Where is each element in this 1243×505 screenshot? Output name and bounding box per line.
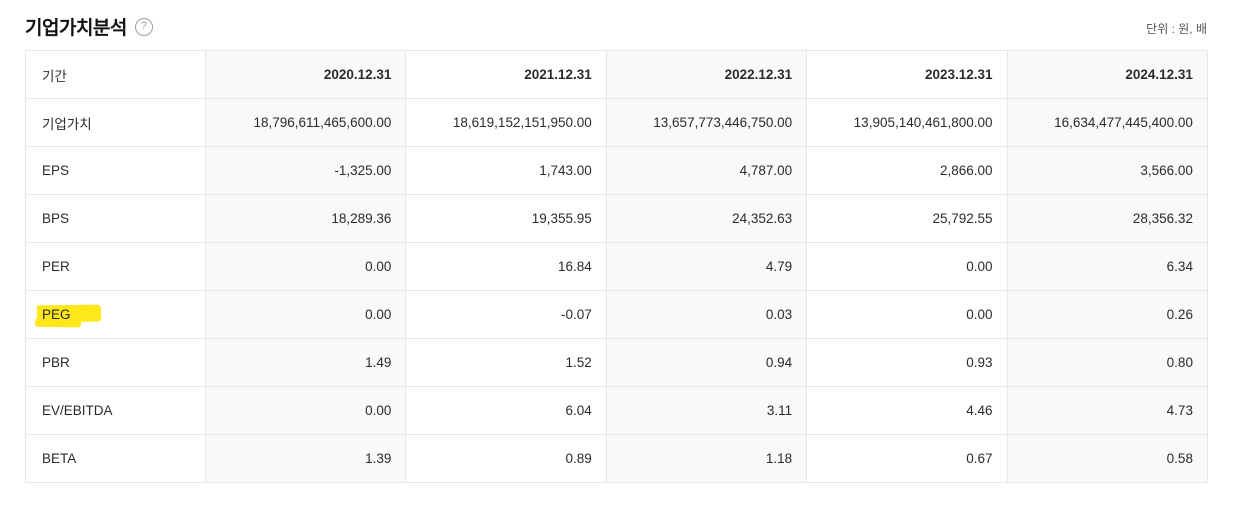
value-cell: 6.04 <box>405 386 607 435</box>
row-label: BPS <box>42 211 70 226</box>
value-cell: 0.00 <box>204 386 407 435</box>
date-column-header: 2021.12.31 <box>405 50 607 99</box>
row-label-cell: BETA <box>25 434 206 483</box>
row-label-wrap: PEG <box>36 304 102 323</box>
table-row: PER 0.00 16.84 4.79 0.00 6.34 <box>25 242 1208 291</box>
value-cell: 1.18 <box>605 434 808 483</box>
value-cell: 6.34 <box>1006 242 1208 291</box>
section-header: 기업가치분석 ? 단위 : 원, 배 <box>0 0 1243 48</box>
value-cell: 0.58 <box>1006 434 1208 483</box>
row-label-wrap: PBR <box>42 355 70 370</box>
value-cell: 0.00 <box>204 290 407 339</box>
table-row: BETA 1.39 0.89 1.18 0.67 0.58 <box>25 434 1208 483</box>
value-cell: 28,356.32 <box>1006 194 1208 243</box>
value-cell: 16,634,477,445,400.00 <box>1006 98 1208 147</box>
row-label-wrap: BPS <box>42 211 69 226</box>
row-label-cell: 기업가치 <box>25 98 206 147</box>
value-cell: 0.26 <box>1006 290 1208 339</box>
table-row: PEG 0.00 -0.07 0.03 0.00 0.26 <box>25 290 1208 339</box>
row-label-wrap: BETA <box>42 451 76 466</box>
valuation-table: 기간 2020.12.31 2021.12.31 2022.12.31 2023.12.… <box>25 50 1208 483</box>
value-cell: 4.79 <box>605 242 808 291</box>
table-header-row: 기간 2020.12.31 2021.12.31 2022.12.31 2023.12.… <box>25 50 1208 99</box>
table-row: EV/EBITDA 0.00 6.04 3.11 4.46 4.73 <box>25 386 1208 435</box>
row-label-cell: EV/EBITDA <box>25 386 206 435</box>
value-cell: 0.94 <box>605 338 808 387</box>
row-label-cell: BPS <box>25 194 206 243</box>
value-cell: 0.93 <box>806 338 1008 387</box>
help-question-circle-icon[interactable]: ? <box>134 17 153 36</box>
value-cell: 18,289.36 <box>204 194 407 243</box>
value-cell: 24,352.63 <box>605 194 808 243</box>
row-label-cell: PER <box>25 242 206 291</box>
value-cell: 3,566.00 <box>1006 146 1208 195</box>
period-column-header: 기간 <box>25 50 206 99</box>
value-cell: -0.07 <box>405 290 607 339</box>
row-label: PEG <box>42 307 71 322</box>
date-column-header: 2023.12.31 <box>806 50 1008 99</box>
row-label: PER <box>42 259 70 274</box>
row-label-cell: PEG <box>25 290 206 339</box>
value-cell: 25,792.55 <box>806 194 1008 243</box>
value-cell: 19,355.95 <box>405 194 607 243</box>
value-cell: 1.49 <box>204 338 407 387</box>
value-cell: 1,743.00 <box>405 146 607 195</box>
value-cell: 3.11 <box>605 386 808 435</box>
table-row: EPS -1,325.00 1,743.00 4,787.00 2,866.00 3,56… <box>25 146 1208 195</box>
value-cell: 1.52 <box>405 338 607 387</box>
date-column-header: 2020.12.31 <box>204 50 407 99</box>
value-cell: 0.80 <box>1006 338 1208 387</box>
table-row: BPS 18,289.36 19,355.95 24,352.63 25,792.55 2… <box>25 194 1208 243</box>
row-label: 기업가치 <box>42 116 92 132</box>
value-cell: -1,325.00 <box>204 146 407 195</box>
row-label-wrap: 기업가치 <box>42 113 92 133</box>
value-cell: 0.00 <box>806 290 1008 339</box>
value-cell: 16.84 <box>405 242 607 291</box>
row-label: EPS <box>42 163 70 178</box>
value-cell: 2,866.00 <box>806 146 1008 195</box>
table-row: 기업가치 18,796,611,465,600.00 18,619,152,151,… <box>25 98 1208 147</box>
row-label-wrap: EPS <box>42 163 69 178</box>
value-cell: 18,619,152,151,950.00 <box>405 98 607 147</box>
value-cell: 4,787.00 <box>605 146 808 195</box>
value-cell: 18,796,611,465,600.00 <box>204 98 407 147</box>
row-label-cell: PBR <box>25 338 206 387</box>
unit-label: 단위 : 원, 배 <box>1146 22 1207 36</box>
row-label: EV/EBITDA <box>42 403 113 418</box>
value-cell: 13,905,140,461,800.00 <box>806 98 1008 147</box>
value-cell: 0.00 <box>806 242 1008 291</box>
value-cell: 4.46 <box>806 386 1008 435</box>
table-body: 기업가치 18,796,611,465,600.00 18,619,152,151,… <box>25 98 1208 483</box>
value-cell: 0.03 <box>605 290 808 339</box>
row-label-wrap: PER <box>42 259 70 274</box>
table-row: PBR 1.49 1.52 0.94 0.93 0.80 <box>25 338 1208 387</box>
page-title: 기업가치분석 <box>25 18 127 39</box>
value-cell: 0.67 <box>806 434 1008 483</box>
value-cell: 1.39 <box>204 434 407 483</box>
date-column-header: 2024.12.31 <box>1006 50 1208 99</box>
value-cell: 4.73 <box>1006 386 1208 435</box>
date-column-header: 2022.12.31 <box>605 50 808 99</box>
value-cell: 13,657,773,446,750.00 <box>605 98 808 147</box>
row-label-cell: EPS <box>25 146 206 195</box>
row-label: BETA <box>42 451 77 466</box>
title-group: 기업가치분석 ? <box>25 13 153 40</box>
row-label-wrap: EV/EBITDA <box>42 403 113 418</box>
value-cell: 0.89 <box>405 434 607 483</box>
value-cell: 0.00 <box>204 242 407 291</box>
row-label: PBR <box>42 355 70 370</box>
